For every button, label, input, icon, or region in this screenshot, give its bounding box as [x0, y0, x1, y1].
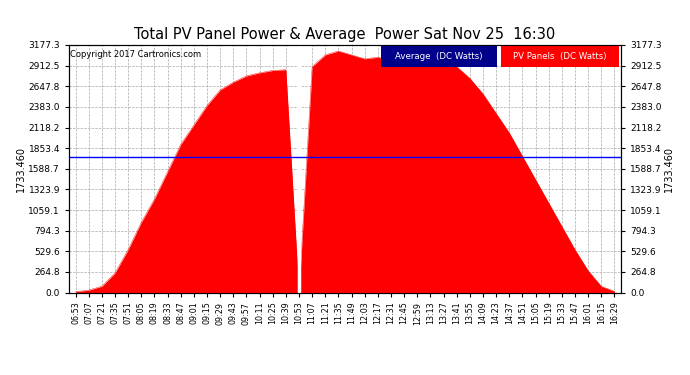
Text: Copyright 2017 Cartronics.com: Copyright 2017 Cartronics.com — [70, 50, 201, 59]
Text: PV Panels  (DC Watts): PV Panels (DC Watts) — [513, 52, 607, 61]
Y-axis label: 1733.460: 1733.460 — [664, 146, 674, 192]
Y-axis label: 1733.460: 1733.460 — [16, 146, 26, 192]
Title: Total PV Panel Power & Average  Power Sat Nov 25  16:30: Total PV Panel Power & Average Power Sat… — [135, 27, 555, 42]
Text: Average  (DC Watts): Average (DC Watts) — [395, 52, 482, 61]
FancyBboxPatch shape — [381, 45, 497, 67]
FancyBboxPatch shape — [501, 45, 620, 67]
